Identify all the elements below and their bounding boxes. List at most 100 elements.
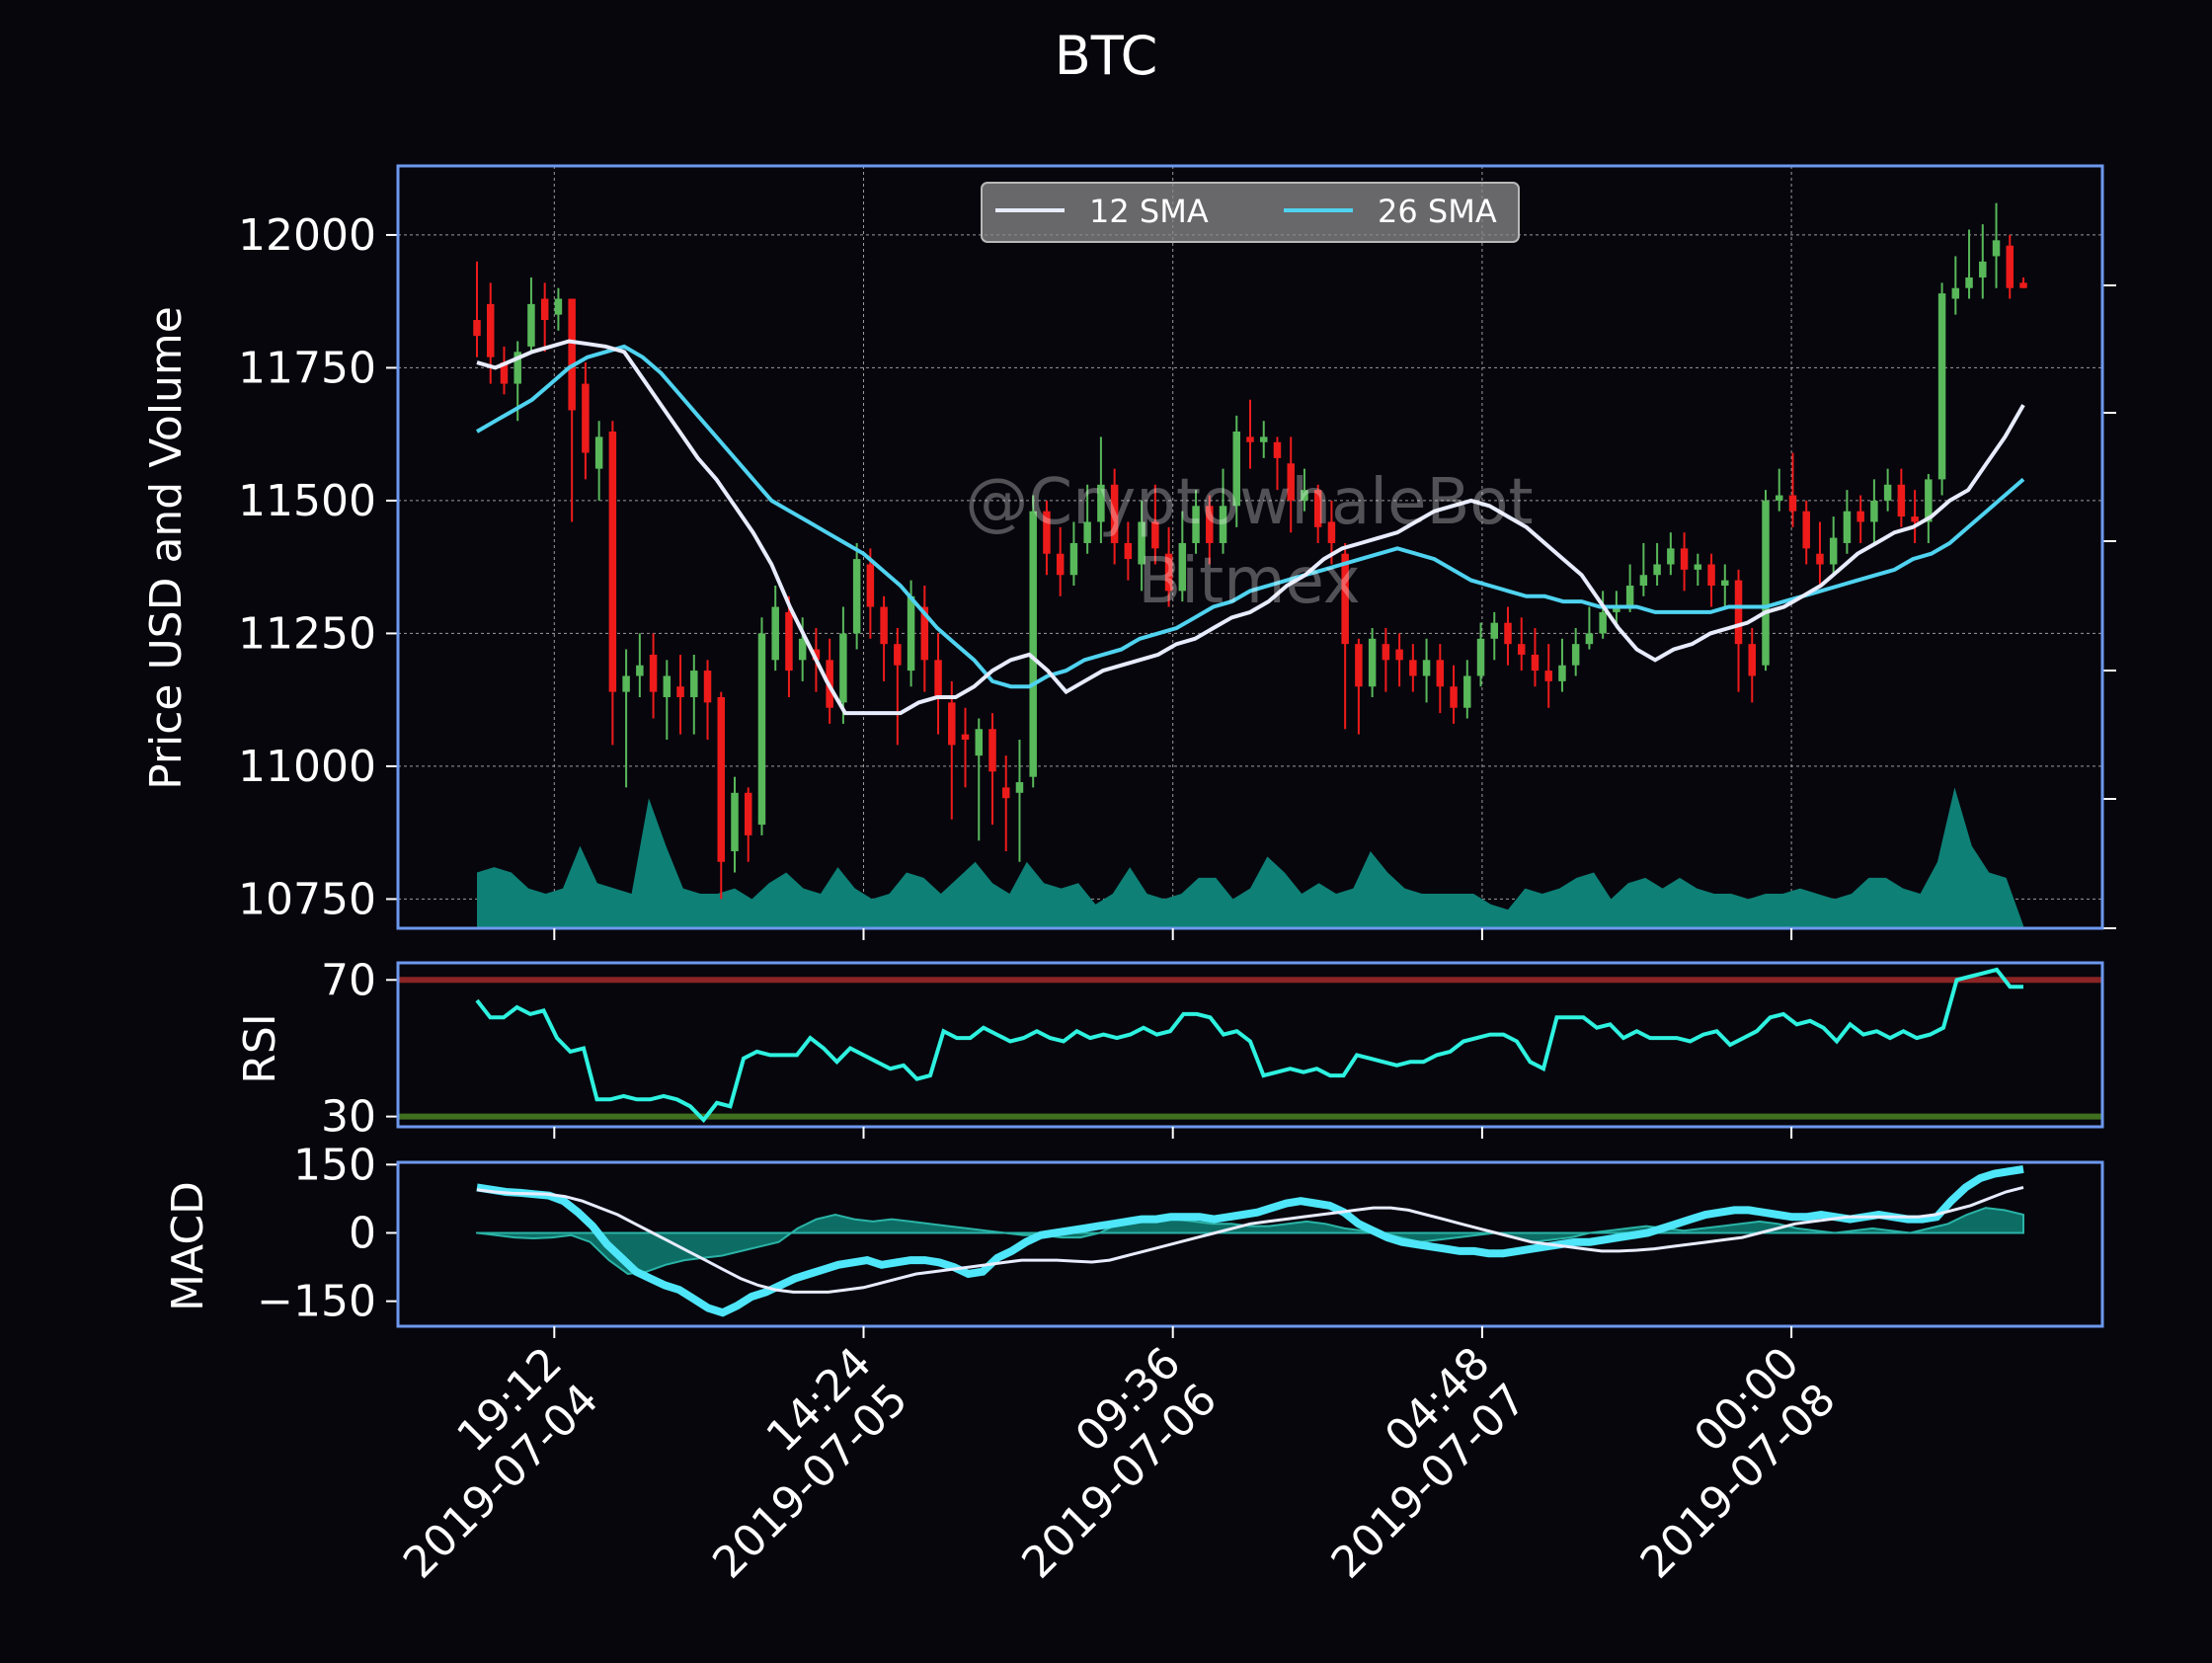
candle-body-down	[1382, 644, 1390, 661]
candle-body-down	[1001, 787, 1010, 799]
macd-frame	[396, 1160, 2104, 1328]
candle-body-down	[1680, 548, 1689, 570]
price-frame	[396, 164, 2104, 930]
candle-body-up	[1653, 564, 1661, 576]
price-right-ticks	[2102, 284, 2116, 929]
candle-body-down	[1151, 521, 1159, 549]
candle-body-down	[894, 644, 902, 666]
candle-body-down	[1504, 622, 1512, 645]
price-y-tick-label: 11000	[238, 742, 376, 792]
candle-body-down	[1531, 654, 1540, 672]
macd-y-ticks: −150 0 150	[257, 1140, 398, 1327]
candle-body-down	[1395, 649, 1403, 661]
candle-body-down	[717, 696, 726, 862]
candle-body-up	[1762, 500, 1770, 666]
candle-body-up	[1571, 644, 1580, 666]
candle-body-down	[948, 702, 956, 746]
candle-body-up	[1476, 638, 1485, 676]
candle-body-up	[1259, 436, 1268, 442]
candle-body-up	[1951, 287, 1960, 299]
candle-body-up	[1625, 586, 1634, 607]
candle-body-up	[1585, 633, 1594, 645]
price-y-tick-label: 12000	[238, 210, 376, 261]
candle-body-down	[1707, 564, 1715, 587]
candle-body-down	[540, 298, 549, 321]
candle-body-down	[1164, 553, 1173, 592]
legend-box	[981, 182, 1520, 243]
candle-body-up	[1192, 506, 1200, 543]
candle-body-down	[1287, 463, 1295, 501]
candle-body-up	[1368, 638, 1377, 687]
candle-body-down	[2019, 282, 2027, 288]
candle-body-down	[1816, 553, 1824, 565]
candle-body-down	[866, 564, 875, 607]
candle-body-down	[1110, 484, 1119, 543]
candle-body-down	[1409, 660, 1417, 676]
candle-body-down	[744, 792, 752, 835]
legend-label-sma12: 12 SMA	[1089, 193, 1209, 230]
candle-body-up	[1925, 479, 1933, 522]
rsi-frame	[396, 961, 2104, 1129]
candle-body-up	[1138, 521, 1146, 565]
candle-body-up	[1721, 580, 1729, 587]
candle-body-down	[582, 383, 590, 453]
candle-body-down	[486, 303, 495, 357]
candle-body-down	[649, 654, 658, 692]
macd-panel: −150 0 150 MACD	[163, 1140, 2104, 1328]
macd-ylabel: MACD	[163, 1181, 213, 1311]
candle-body-up	[852, 559, 861, 634]
candle-body-up	[731, 792, 739, 851]
candle-body-down	[1450, 686, 1458, 708]
candle-body-down	[1897, 484, 1906, 517]
candle-body-up	[1829, 537, 1838, 565]
candle-body-up	[1463, 675, 1471, 708]
candle-body-up	[1069, 542, 1078, 576]
candle-body-up	[839, 633, 847, 703]
rsi-y-ticks: 30 70	[321, 955, 398, 1143]
candles-layer	[473, 202, 2027, 900]
chart-title: BTC	[1055, 25, 1158, 87]
candle-body-down	[1517, 644, 1526, 655]
candle-body-up	[636, 665, 644, 676]
candle-body-up	[1219, 506, 1227, 543]
candle-body-down	[1043, 511, 1051, 554]
candle-body-up	[1558, 665, 1566, 681]
candle-body-up	[1015, 782, 1024, 793]
rsi-line	[475, 967, 2023, 1124]
candle-body-up	[1301, 490, 1308, 501]
candle-body-down	[934, 660, 942, 697]
macd-y-tick-label: 150	[293, 1140, 376, 1190]
candle-body-down	[1802, 511, 1810, 549]
macd-y-tick-label: 0	[349, 1208, 376, 1258]
legend: 12 SMA 26 SMA	[981, 182, 1520, 243]
candle-body-up	[1694, 564, 1702, 570]
rsi-layer	[398, 967, 2102, 1124]
candle-body-down	[812, 649, 821, 661]
macd-histogram	[476, 1207, 2024, 1276]
sma-layer	[475, 339, 2025, 716]
candle-body-down	[1788, 495, 1797, 512]
rsi-panel: 30 70 RSI	[235, 955, 2104, 1143]
price-y-tick-label: 11250	[238, 608, 376, 659]
candle-body-up	[1667, 548, 1675, 565]
macd-layer	[476, 1164, 2024, 1317]
rsi-y-tick-label: 70	[321, 955, 376, 1005]
volume-layer	[477, 787, 2023, 928]
candle-body-down	[676, 686, 684, 697]
candle-body-up	[1490, 622, 1499, 639]
candle-body-up	[1097, 484, 1105, 522]
candle-body-down	[1273, 441, 1282, 458]
candle-body-down	[1544, 671, 1552, 681]
candle-body-down	[1056, 553, 1065, 576]
candle-body-down	[920, 606, 929, 661]
candle-body-down	[473, 320, 481, 337]
candle-body-down	[988, 729, 996, 772]
candle-body-up	[1178, 542, 1187, 592]
candle-body-up	[554, 298, 563, 315]
candle-body-down	[1355, 644, 1363, 687]
candle-body-up	[1775, 495, 1783, 501]
candle-body-up	[514, 352, 521, 384]
candle-body-down	[1911, 516, 1919, 522]
